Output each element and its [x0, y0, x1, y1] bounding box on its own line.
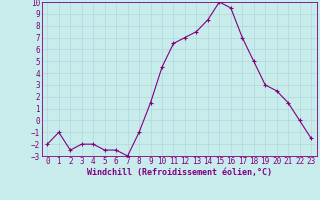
X-axis label: Windchill (Refroidissement éolien,°C): Windchill (Refroidissement éolien,°C): [87, 168, 272, 177]
